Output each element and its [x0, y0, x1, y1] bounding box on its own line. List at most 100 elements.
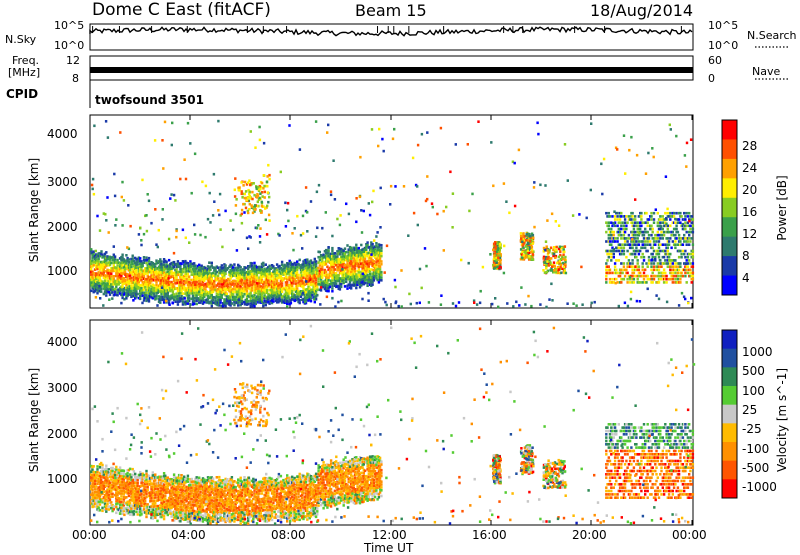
power-cell — [644, 269, 646, 272]
power-cell — [171, 122, 173, 125]
power-cell — [662, 228, 664, 231]
power-cell — [618, 234, 620, 237]
power-cell — [638, 275, 640, 278]
power-cell — [104, 280, 106, 283]
power-cell — [386, 245, 388, 248]
power-cell — [147, 298, 149, 301]
power-cell — [108, 231, 110, 234]
power-cell — [259, 241, 261, 244]
power-cell — [544, 271, 546, 274]
power-cell — [614, 215, 616, 218]
power-cell — [287, 202, 289, 205]
power-cell — [315, 235, 317, 238]
power-cell — [631, 262, 633, 265]
power-cell — [679, 281, 681, 284]
power-cell — [674, 247, 676, 250]
power-cell — [208, 261, 210, 264]
power-cell — [235, 213, 237, 216]
power-cell — [623, 262, 625, 265]
power-cell — [687, 272, 689, 275]
power-cell — [316, 227, 318, 230]
power-cell — [689, 240, 691, 243]
power-cell — [290, 302, 292, 305]
power-cell — [623, 278, 625, 281]
power-cell — [380, 263, 382, 266]
power-cell — [98, 258, 100, 261]
power-cell — [657, 231, 659, 234]
power-cell — [380, 274, 382, 277]
power-cell — [653, 156, 655, 159]
power-cell — [99, 268, 101, 271]
power-cell — [219, 228, 221, 231]
power-cell — [253, 262, 255, 265]
power-cell — [667, 212, 669, 215]
power-cell — [610, 228, 612, 231]
power-cell — [609, 269, 611, 272]
power-cell — [321, 276, 323, 279]
power-cell — [652, 247, 654, 250]
power-cell — [319, 303, 321, 306]
power-cell — [663, 281, 665, 284]
power-cell — [367, 299, 369, 302]
power-cell — [144, 286, 146, 289]
power-cell — [221, 297, 223, 300]
power-cell — [331, 250, 333, 253]
power-cell — [653, 262, 655, 265]
power-cell — [668, 240, 670, 243]
power-cell — [140, 239, 142, 242]
velocity-cell — [123, 473, 125, 476]
power-cell — [664, 272, 666, 275]
velocity-cell — [91, 491, 93, 494]
power-cell — [467, 143, 469, 146]
power-cell — [145, 214, 147, 217]
power-cell — [633, 225, 635, 228]
power-cell — [317, 267, 319, 270]
power-cell — [600, 163, 602, 166]
power-cell — [321, 266, 323, 269]
power-cell — [187, 262, 189, 265]
power-cell — [253, 281, 255, 284]
power-cell — [148, 200, 150, 203]
power-cell — [680, 256, 682, 259]
power-cell — [638, 269, 640, 272]
power-cell — [549, 269, 551, 272]
power-cell — [138, 233, 140, 236]
power-cell — [188, 294, 190, 297]
power-cell — [281, 261, 283, 264]
power-cell — [315, 120, 317, 123]
power-cell — [252, 212, 254, 215]
power-cell — [292, 282, 294, 285]
velocity-cell — [111, 493, 113, 496]
velocity-cell — [128, 495, 130, 498]
power-cell — [378, 128, 380, 131]
velocity-cell — [110, 490, 112, 493]
power-cell — [306, 230, 308, 233]
power-cell — [325, 271, 327, 274]
power-cell — [613, 253, 615, 256]
velocity-cell — [110, 501, 112, 504]
power-cell — [371, 128, 373, 131]
power-cell — [559, 246, 561, 249]
power-cell — [688, 212, 690, 215]
power-cell — [266, 289, 268, 292]
power-cell — [384, 271, 386, 274]
power-cell — [520, 248, 522, 251]
power-cell — [440, 294, 442, 297]
power-cell — [123, 199, 125, 202]
power-cell — [296, 266, 298, 269]
power-cell — [546, 249, 548, 252]
power-cell — [613, 210, 615, 213]
power-cell — [608, 212, 610, 215]
power-cell — [642, 269, 644, 272]
power-cell — [395, 300, 397, 303]
power-cell — [642, 281, 644, 284]
power-cell — [168, 303, 170, 306]
power-cell — [669, 225, 671, 228]
power-cell — [416, 302, 418, 305]
power-cell — [613, 231, 615, 234]
power-cell — [637, 225, 639, 228]
power-cell — [292, 249, 294, 252]
power-cell — [183, 158, 185, 161]
power-cell — [139, 227, 141, 230]
power-cell — [644, 247, 646, 250]
